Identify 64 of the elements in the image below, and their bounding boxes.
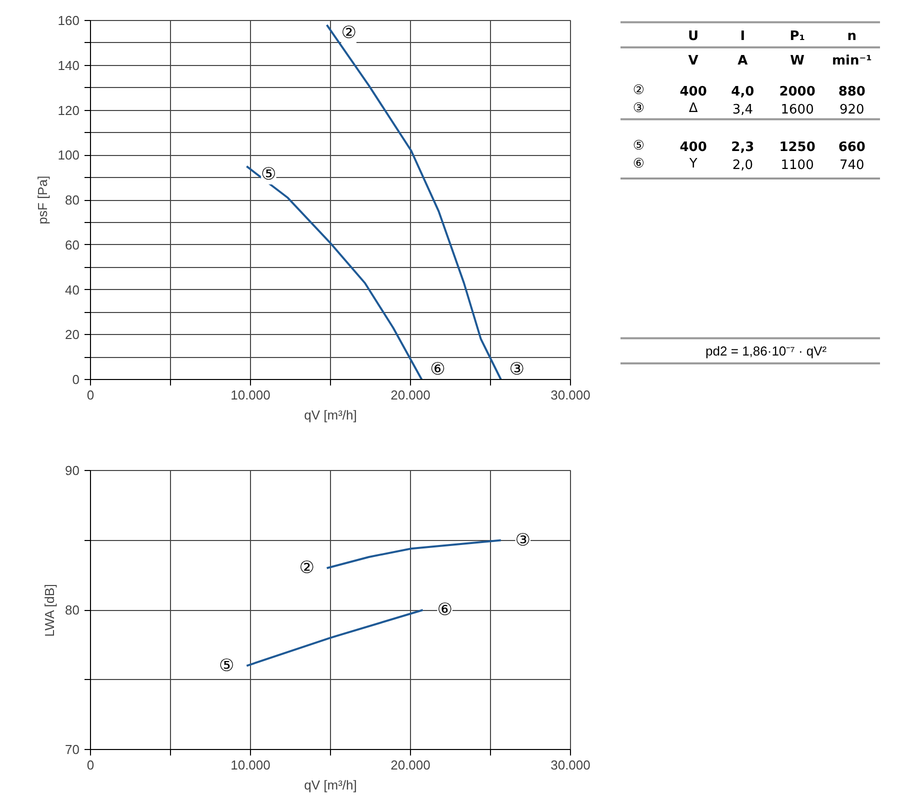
line-series <box>326 539 502 570</box>
text: 400 <box>680 84 707 100</box>
text: min⁻¹ <box>832 53 872 68</box>
line-series <box>246 165 423 380</box>
x-tick-label: 20.000 <box>390 388 430 402</box>
text: ③ <box>632 100 645 116</box>
text: 920 <box>839 102 864 118</box>
x-tick-label: 0 <box>86 758 94 772</box>
text: 1100 <box>780 158 814 174</box>
annotation: ⑤ <box>219 656 234 676</box>
text: W <box>790 53 804 68</box>
y-tick-label: 90 <box>65 463 80 478</box>
x-axis-title: qV [m³/h] <box>304 778 357 792</box>
text: 2,0 <box>732 158 754 174</box>
x-tick-label: 30.000 <box>550 758 590 772</box>
text: pd2 = 1,86·10⁻⁷ · qV² <box>706 343 828 358</box>
text: A <box>738 53 748 68</box>
text: 400 <box>680 140 707 156</box>
text: 2,3 <box>731 140 754 156</box>
x-tick-label: 20.000 <box>390 758 430 772</box>
x-tick-label: 30.000 <box>550 388 590 402</box>
text: 2000 <box>779 84 816 100</box>
text: 660 <box>838 140 866 156</box>
text: 4,0 <box>731 84 754 100</box>
text: Δ <box>688 100 698 116</box>
x-tick-label: 0 <box>86 388 94 402</box>
y-tick-label: 120 <box>58 102 80 118</box>
y-tick-label: 100 <box>58 148 80 163</box>
x-axis-title: qV [m³/h] <box>304 408 357 422</box>
annotation: ③ <box>515 530 531 550</box>
text: I <box>740 29 746 44</box>
annotation: ③ <box>509 360 525 380</box>
annotation: ⑤ <box>261 164 276 184</box>
text: U <box>688 29 699 44</box>
text: ② <box>632 83 645 98</box>
annotation: ⑥ <box>437 600 452 620</box>
y-tick-label: 0 <box>72 372 80 387</box>
x-tick-label: 10.000 <box>230 388 270 402</box>
text: P₁ <box>790 29 805 44</box>
text: n <box>847 29 857 44</box>
text: 3,4 <box>732 102 754 118</box>
y-axis-title: LWA [dB] <box>42 584 58 637</box>
y-tick-label: 20 <box>65 327 80 342</box>
line-series <box>326 24 502 380</box>
text: 880 <box>838 84 866 100</box>
y-axis-title: psF [Pa] <box>34 176 50 224</box>
y-tick-label: 40 <box>65 282 80 298</box>
text: V <box>688 53 698 68</box>
text: ⑥ <box>632 156 645 172</box>
x-tick-label: 10.000 <box>230 758 270 772</box>
y-tick-label: 80 <box>65 192 80 208</box>
text: 1600 <box>780 102 814 118</box>
annotation: ⑥ <box>430 360 446 380</box>
y-tick-label: 140 <box>58 58 80 73</box>
text: ⑤ <box>632 138 645 154</box>
y-tick-label: 70 <box>65 742 80 757</box>
y-tick-label: 160 <box>58 13 80 28</box>
text: Y <box>688 156 698 172</box>
annotation: ② <box>341 22 356 43</box>
annotation: ② <box>299 558 314 578</box>
y-tick-label: 80 <box>65 602 80 618</box>
text: 1250 <box>779 140 816 156</box>
y-tick-label: 60 <box>65 237 80 252</box>
text: 740 <box>839 158 864 174</box>
